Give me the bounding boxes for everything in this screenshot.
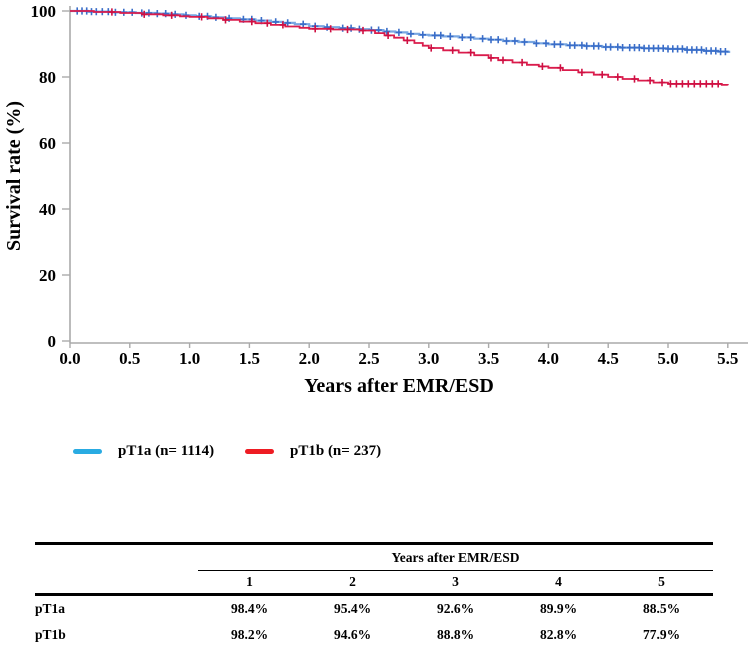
- y-tick-label: 20: [39, 266, 56, 285]
- pt1b-year1-rate: 98.2%: [230, 627, 269, 643]
- year-header-2: 2: [349, 574, 356, 590]
- y-axis-title: Survival rate (%): [3, 101, 25, 251]
- y-tick-label: 0: [48, 332, 57, 351]
- pt1a-year4-rate: 89.9%: [539, 601, 578, 617]
- x-axis-title: Years after EMR/ESD: [304, 375, 494, 397]
- censor-marks-pT1b: [108, 8, 722, 88]
- y-tick-label: 100: [31, 2, 57, 21]
- legend: pT1a (n= 1114) pT1b (n= 237): [0, 440, 751, 462]
- x-tick-label: 4.0: [538, 349, 559, 368]
- table-span-header-row: Years after EMR/ESD: [35, 543, 713, 571]
- x-tick-label: 1.5: [239, 349, 260, 368]
- pt1b-year5-rate: 77.9%: [642, 627, 681, 643]
- table-corner-cell: [35, 544, 198, 571]
- pt1b-year3-rate: 88.8%: [436, 627, 475, 643]
- table-row-pt1a: pT1a 98.4% 95.4% 92.6% 89.9% 88.5%: [35, 595, 713, 623]
- x-tick-label: 0.0: [59, 349, 80, 368]
- x-tick-label: 2.0: [299, 349, 320, 368]
- x-tick-label: 4.5: [598, 349, 619, 368]
- table-year-header-row: 1 2 3 4 5: [35, 571, 713, 595]
- legend-label-pt1a: pT1a (n= 1114): [118, 442, 215, 459]
- year-header-1: 1: [246, 574, 253, 590]
- x-tick-label: 3.5: [478, 349, 499, 368]
- year-header-5: 5: [658, 574, 665, 590]
- legend-label-pt1b: pT1b (n= 237): [290, 442, 382, 459]
- row-label-pt1b: pT1b: [35, 627, 66, 643]
- y-tick-label: 60: [39, 134, 56, 153]
- pt1a-year3-rate: 92.6%: [436, 601, 475, 617]
- year-header-4: 4: [555, 574, 562, 590]
- pt1b-line-swatch: [245, 448, 274, 454]
- pt1b-year2-rate: 94.6%: [333, 627, 372, 643]
- pt1b-year4-rate: 82.8%: [539, 627, 578, 643]
- x-tick-label: 2.5: [358, 349, 379, 368]
- pt1a-year2-rate: 95.4%: [333, 601, 372, 617]
- x-tick-label: 5.5: [717, 349, 738, 368]
- year-header-3: 3: [452, 574, 459, 590]
- x-tick-label: 1.0: [179, 349, 200, 368]
- pt1a-year1-rate: 98.4%: [230, 601, 269, 617]
- y-tick-label: 80: [39, 68, 56, 87]
- x-tick-label: 3.0: [418, 349, 439, 368]
- x-tick-label: 0.5: [119, 349, 140, 368]
- pt1a-year5-rate: 88.5%: [642, 601, 681, 617]
- legend-item-pt1a: pT1a (n= 1114): [73, 440, 214, 462]
- table-row-pt1b: pT1b 98.2% 94.6% 88.8% 82.8% 77.9%: [35, 622, 713, 648]
- table-span-header: Years after EMR/ESD: [198, 543, 713, 571]
- table-corner-cell-2: [35, 571, 198, 595]
- pt1a-line-swatch: [73, 448, 102, 454]
- survival-curve-pT1a: [70, 9, 731, 53]
- legend-item-pt1b: pT1b (n= 237): [245, 440, 381, 462]
- survival-rate-table: Years after EMR/ESD 1 2 3 4 5 pT1a 98.4%…: [35, 542, 713, 648]
- survival-chart: 0 20 40 60 80 100 0.0 0.5 1.0 1.5 2.0 2.5 3.0 3.5 4.0 4…: [3, 2, 748, 397]
- y-tick-label: 40: [39, 200, 56, 219]
- row-label-pt1a: pT1a: [35, 601, 66, 617]
- x-tick-label: 5.0: [657, 349, 678, 368]
- survival-curve-pT1b: [70, 10, 729, 86]
